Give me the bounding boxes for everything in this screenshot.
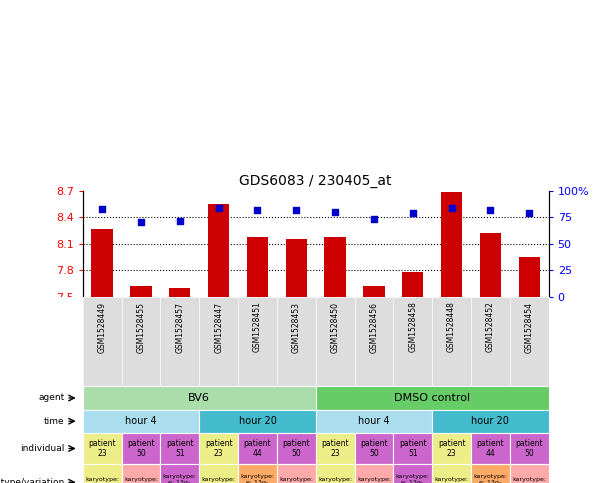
Text: GSM1528454: GSM1528454 bbox=[525, 301, 534, 353]
Text: karyotype:
e: 13q-: karyotype: e: 13q- bbox=[357, 477, 391, 483]
Title: GDS6083 / 230405_at: GDS6083 / 230405_at bbox=[240, 174, 392, 188]
Bar bbox=[441, 192, 462, 297]
Text: karyotype:
normal: karyotype: normal bbox=[202, 477, 235, 483]
Bar bbox=[402, 272, 424, 297]
Text: karyotype:
e: 13q-: karyotype: e: 13q- bbox=[280, 477, 313, 483]
Text: karyotype:
e: 13q-,
14q-: karyotype: e: 13q-, 14q- bbox=[163, 474, 197, 483]
Text: hour 4: hour 4 bbox=[125, 416, 157, 426]
Point bbox=[136, 218, 146, 226]
Bar bbox=[208, 204, 229, 297]
Text: patient
23: patient 23 bbox=[88, 439, 116, 458]
Text: patient
23: patient 23 bbox=[205, 439, 232, 458]
Text: patient
51: patient 51 bbox=[166, 439, 194, 458]
Point bbox=[214, 204, 224, 212]
Bar bbox=[519, 257, 540, 297]
Text: GSM1528452: GSM1528452 bbox=[486, 301, 495, 353]
Point bbox=[485, 206, 495, 214]
Bar bbox=[286, 240, 307, 297]
Text: karyotype:
normal: karyotype: normal bbox=[318, 477, 352, 483]
Text: patient
23: patient 23 bbox=[321, 439, 349, 458]
Point bbox=[330, 208, 340, 216]
Text: hour 20: hour 20 bbox=[471, 416, 509, 426]
Text: time: time bbox=[44, 417, 64, 426]
Text: BV6: BV6 bbox=[188, 393, 210, 403]
Point bbox=[447, 204, 457, 212]
Bar bbox=[131, 285, 151, 297]
Point bbox=[175, 217, 185, 225]
Text: hour 20: hour 20 bbox=[238, 416, 276, 426]
Text: karyotype:
e: 13q-: karyotype: e: 13q- bbox=[124, 477, 158, 483]
Text: GSM1528457: GSM1528457 bbox=[175, 301, 185, 353]
Text: patient
50: patient 50 bbox=[360, 439, 388, 458]
Point bbox=[369, 215, 379, 223]
Text: GSM1528450: GSM1528450 bbox=[330, 301, 340, 353]
Text: karyotype:
e: 13q-: karyotype: e: 13q- bbox=[512, 477, 546, 483]
Bar bbox=[364, 285, 384, 297]
Text: GSM1528456: GSM1528456 bbox=[370, 301, 378, 353]
Bar bbox=[324, 237, 346, 297]
Text: patient
51: patient 51 bbox=[399, 439, 427, 458]
Text: karyotype:
e: 13q-,
14q-: karyotype: e: 13q-, 14q- bbox=[396, 474, 430, 483]
Text: DMSO control: DMSO control bbox=[394, 393, 470, 403]
Text: GSM1528458: GSM1528458 bbox=[408, 301, 417, 353]
Text: GSM1528447: GSM1528447 bbox=[214, 301, 223, 353]
Bar bbox=[91, 229, 113, 297]
Text: patient
50: patient 50 bbox=[127, 439, 155, 458]
Bar bbox=[169, 288, 191, 297]
Text: GSM1528449: GSM1528449 bbox=[97, 301, 107, 353]
Point bbox=[253, 206, 262, 214]
Text: GSM1528455: GSM1528455 bbox=[137, 301, 145, 353]
Text: karyotype:
normal: karyotype: normal bbox=[435, 477, 468, 483]
Text: GSM1528448: GSM1528448 bbox=[447, 301, 456, 353]
Text: patient
50: patient 50 bbox=[283, 439, 310, 458]
Bar bbox=[480, 233, 501, 297]
Text: karyotype:
normal: karyotype: normal bbox=[85, 477, 119, 483]
Text: GSM1528453: GSM1528453 bbox=[292, 301, 301, 353]
Text: patient
23: patient 23 bbox=[438, 439, 465, 458]
Text: hour 4: hour 4 bbox=[358, 416, 390, 426]
Text: patient
50: patient 50 bbox=[516, 439, 543, 458]
Point bbox=[291, 206, 301, 214]
Text: patient
44: patient 44 bbox=[243, 439, 272, 458]
Text: genotype/variation: genotype/variation bbox=[0, 478, 64, 483]
Text: GSM1528451: GSM1528451 bbox=[253, 301, 262, 353]
Point bbox=[408, 209, 417, 217]
Text: agent: agent bbox=[38, 394, 64, 402]
Bar bbox=[247, 237, 268, 297]
Text: karyotype:
e: 13q-
bidel: karyotype: e: 13q- bidel bbox=[240, 474, 275, 483]
Text: individual: individual bbox=[20, 444, 64, 453]
Point bbox=[524, 209, 534, 217]
Point bbox=[97, 205, 107, 213]
Text: karyotype:
e: 13q-
bidel: karyotype: e: 13q- bidel bbox=[473, 474, 508, 483]
Text: patient
44: patient 44 bbox=[476, 439, 504, 458]
